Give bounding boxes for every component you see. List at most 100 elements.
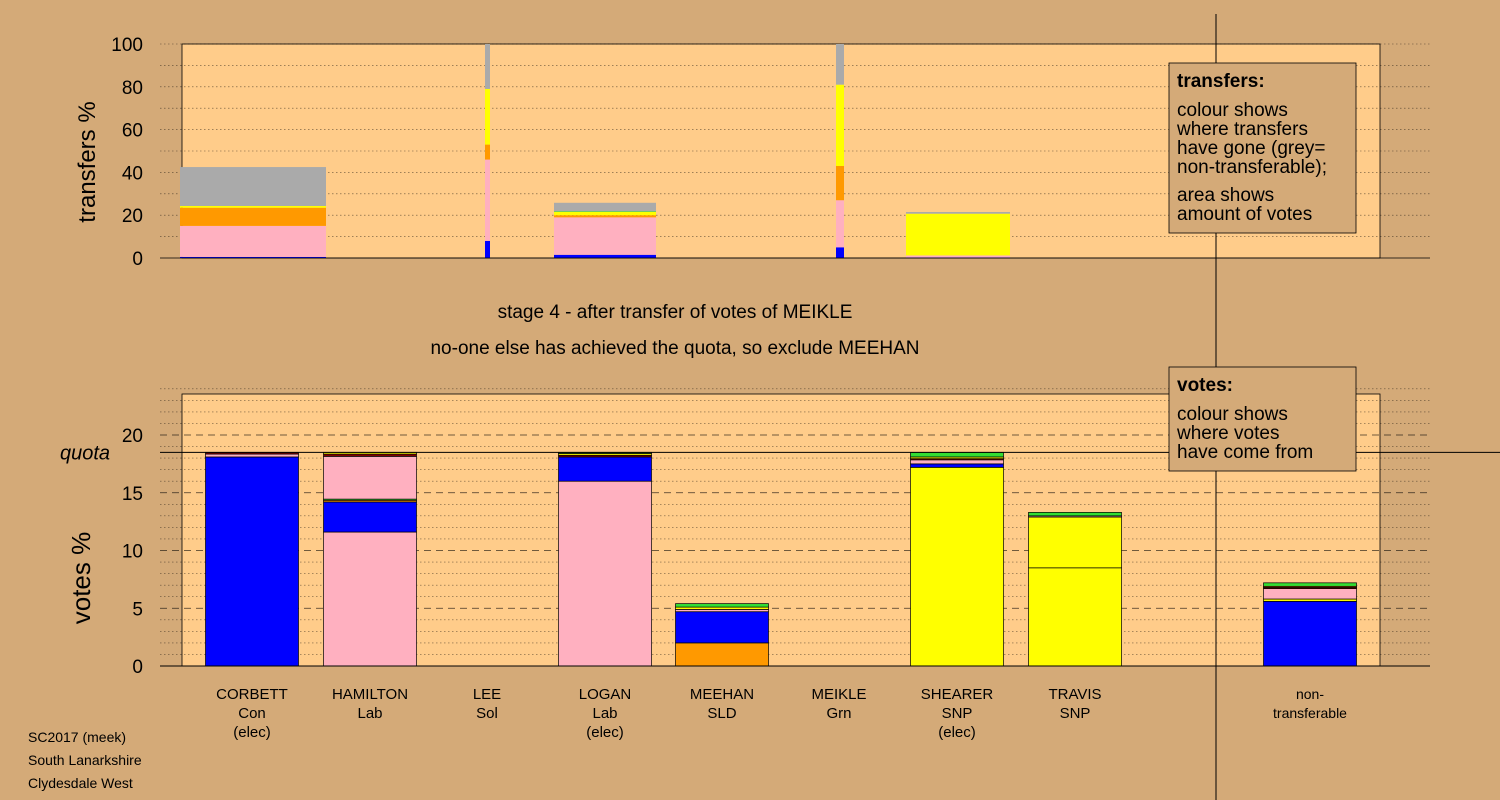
- quota-label: quota: [60, 442, 110, 464]
- transfer-segment-lee-snp: [485, 88, 490, 145]
- transfer-segment-logan-sld: [554, 215, 656, 218]
- vote-segment-logan-con: [558, 456, 652, 482]
- vote-segment-meehan-grn: [675, 603, 769, 608]
- votes-y-tick: 20: [122, 426, 143, 447]
- transfers-y-tick: 40: [122, 163, 143, 184]
- vote-segment-hamilton-con: [323, 501, 417, 533]
- transfer-segment-logan-nontransferable: [554, 202, 656, 212]
- transfer-segment-corbett-sld: [180, 207, 326, 226]
- votes-legend-line: have come from: [1177, 442, 1313, 463]
- footer-line: South Lanarkshire: [28, 752, 142, 768]
- votes-legend: votes: colour shows where votes have com…: [1168, 366, 1357, 472]
- vote-segment-travis-snp: [1028, 516, 1122, 569]
- candidate-label: Con: [238, 705, 266, 722]
- vote-segment-hamilton-lab: [323, 531, 417, 667]
- votes-chart: 0 5 10 15 20 CORBETT Con (elec) HAMILTON Lab LEE S…: [60, 388, 1500, 741]
- votes-y-tick: 5: [132, 599, 143, 620]
- vote-segment-hamilton-lab: [323, 456, 417, 500]
- transfers-legend-line: have gone (grey=: [1177, 138, 1325, 159]
- candidate-label: (elec): [938, 724, 976, 741]
- transfers-legend-line: amount of votes: [1177, 204, 1312, 225]
- transfer-segment-lee-nontransferable: [485, 44, 490, 89]
- candidate-label: Grn: [826, 705, 851, 722]
- candidate-label: MEEHAN: [690, 686, 754, 703]
- transfer-segment-corbett-nontransferable: [180, 167, 326, 206]
- transfer-segment-corbett-lab: [180, 225, 326, 257]
- candidate-label: TRAVIS: [1048, 686, 1101, 703]
- candidate-label: non-: [1296, 686, 1324, 702]
- transfers-legend-title: transfers:: [1177, 71, 1265, 92]
- transfers-y-tick: 0: [132, 249, 143, 270]
- vote-segment-corbett-con: [205, 456, 299, 667]
- candidate-label: CORBETT: [216, 686, 288, 703]
- candidate-label: Sol: [476, 705, 498, 722]
- transfer-segment-lee-lab: [485, 159, 490, 241]
- transfer-segment-meikle-snp: [836, 84, 844, 166]
- footer-line: Clydesdale West: [28, 775, 133, 791]
- transfers-y-tick: 80: [122, 78, 143, 99]
- transfer-segment-corbett-snp: [180, 205, 326, 208]
- transfers-legend-line: non-transferable);: [1177, 157, 1327, 178]
- vote-segment-travis-snp: [1028, 567, 1122, 667]
- vote-segment-shearer-con: [910, 463, 1004, 468]
- candidate-label: SNP: [942, 705, 973, 722]
- transfers-y-tick: 20: [122, 206, 143, 227]
- transfers-legend-box: [1168, 62, 1357, 234]
- transfer-segment-shearer-lab: [906, 255, 1010, 258]
- transfers-y-label: transfers %: [74, 101, 101, 222]
- transfers-legend-line: colour shows: [1177, 100, 1288, 121]
- vote-segment-non-transferable-con: [1263, 600, 1357, 667]
- transfers-legend-line: area shows: [1177, 185, 1274, 206]
- vote-segment-travis-grn: [1028, 512, 1122, 517]
- transfer-segment-shearer-nontransferable: [906, 211, 1010, 214]
- votes-legend-line: where votes: [1176, 423, 1279, 444]
- candidate-label: SHEARER: [921, 686, 994, 703]
- candidate-label: LEE: [473, 686, 501, 703]
- transfer-segment-lee-con: [485, 240, 490, 258]
- transfer-segment-corbett-con: [180, 256, 326, 258]
- vote-segment-meehan-sld: [675, 642, 769, 667]
- votes-bars: [205, 451, 1357, 667]
- transfer-segment-meikle-lab: [836, 200, 844, 248]
- transfers-y-axis: 0 20 40 60 80 100: [111, 35, 1430, 270]
- transfers-y-tick: 100: [111, 35, 143, 56]
- candidate-label: SLD: [707, 705, 736, 722]
- candidate-label: SNP: [1060, 705, 1091, 722]
- footer-line: SC2017 (meek): [28, 729, 126, 745]
- candidate-label: transferable: [1273, 705, 1347, 721]
- stage-text: stage 4 - after transfer of votes of MEI…: [498, 302, 853, 323]
- votes-legend-line: colour shows: [1177, 404, 1288, 425]
- votes-y-tick: 10: [122, 542, 143, 563]
- votes-y-axis: 0 5 10 15 20: [122, 426, 1430, 678]
- vote-segment-corbett-lab: [205, 453, 299, 458]
- candidate-label: MEIKLE: [811, 686, 866, 703]
- vote-segment-shearer-lab: [910, 459, 1004, 465]
- transfer-segment-logan-grn: [554, 211, 656, 212]
- transfer-segment-meikle-sld: [836, 165, 844, 201]
- vote-segment-logan-lab: [558, 480, 652, 667]
- votes-legend-title: votes:: [1177, 375, 1233, 396]
- footer: SC2017 (meek) South Lanarkshire Clydesda…: [28, 729, 142, 791]
- votes-y-tick: 0: [132, 657, 143, 678]
- transfers-legend-line: where transfers: [1176, 119, 1308, 140]
- vote-segment-meehan-con: [675, 611, 769, 644]
- transfers-y-tick: 60: [122, 121, 143, 142]
- candidate-label: LOGAN: [579, 686, 632, 703]
- candidate-label: Lab: [357, 705, 382, 722]
- transfer-segment-meikle-nontransferable: [836, 44, 844, 85]
- transfer-segment-shearer-snp: [906, 213, 1010, 256]
- transfer-segment-logan-snp: [554, 211, 656, 216]
- votes-y-tick: 15: [122, 484, 143, 505]
- action-text: no-one else has achieved the quota, so e…: [430, 338, 919, 359]
- candidate-label: Lab: [592, 705, 617, 722]
- transfers-bars: [180, 44, 1010, 258]
- transfer-segment-logan-con: [554, 254, 656, 258]
- transfer-segment-meikle-con: [836, 247, 844, 258]
- vote-segment-non-transferable-lab: [1263, 588, 1357, 600]
- candidate-label: (elec): [586, 724, 624, 741]
- transfers-legend: transfers: colour shows where transfers …: [1168, 62, 1357, 234]
- vote-segment-shearer-snp: [910, 466, 1004, 667]
- transfer-segment-lee-sld: [485, 144, 490, 160]
- votes-y-label: votes %: [66, 532, 96, 625]
